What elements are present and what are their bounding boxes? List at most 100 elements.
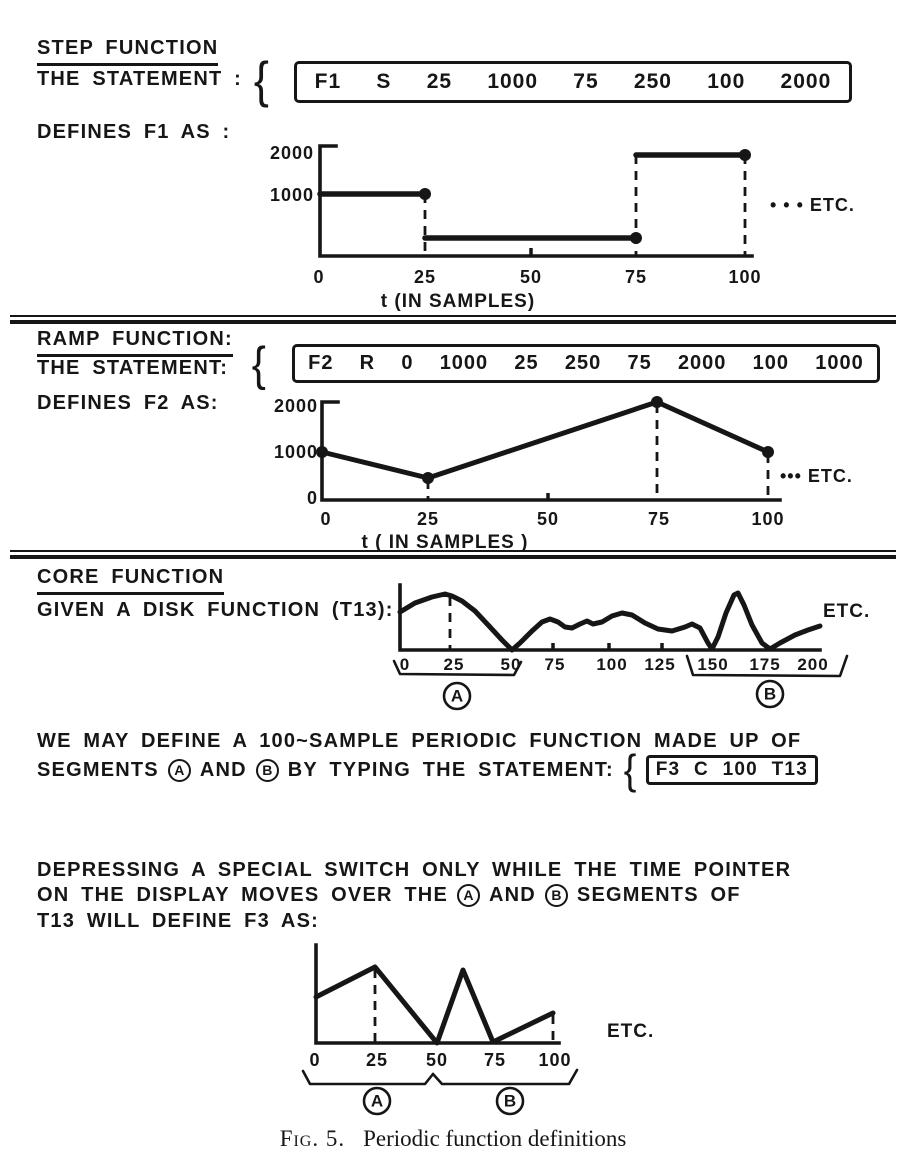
figure-caption: Fig. 5. Periodic function definitions [0, 1126, 906, 1152]
switch-paragraph-line1: DEPRESSING A SPECIAL SWITCH ONLY WHILE T… [37, 859, 792, 881]
statement-token: 2000 [677, 352, 727, 374]
svg-text:t (IN SAMPLES): t (IN SAMPLES) [381, 291, 535, 312]
svg-text:• • • ETC.: • • • ETC. [770, 195, 855, 215]
statement-token: 2000 [780, 70, 832, 93]
svg-text:125: 125 [644, 655, 675, 674]
svg-text:1000: 1000 [274, 442, 318, 462]
define-text: BY TYPING THE STATEMENT: [287, 758, 614, 781]
core-section-title: CORE FUNCTION [37, 566, 225, 595]
ramp-defines-label: DEFINES F2 AS: [37, 392, 219, 414]
svg-text:ETC.: ETC. [823, 601, 870, 622]
svg-text:0: 0 [307, 488, 318, 508]
circled-a-badge: A [167, 758, 191, 782]
svg-text:75: 75 [545, 655, 566, 674]
core-statement-brace: { [623, 746, 637, 793]
ramp-statement-brace: { [251, 337, 266, 390]
switch-text: ON THE DISPLAY MOVES OVER THE [37, 883, 448, 906]
circled-b-badge: B [255, 758, 279, 782]
define-paragraph-line1: WE MAY DEFINE A 100~SAMPLE PERIODIC FUNC… [37, 730, 802, 752]
svg-text:100: 100 [728, 267, 761, 287]
switch-paragraph-line2: ON THE DISPLAY MOVES OVER THE A AND B SE… [37, 881, 741, 909]
svg-text:150: 150 [697, 655, 728, 674]
ramp-section-title: RAMP FUNCTION: [37, 328, 233, 357]
svg-text:25: 25 [417, 509, 439, 529]
ramp-statement-box: F2 R 0 1000 25 250 75 2000 100 1000 [292, 344, 880, 383]
statement-token: 100 [707, 70, 746, 93]
svg-text:25: 25 [366, 1050, 388, 1070]
svg-text:75: 75 [484, 1050, 506, 1070]
svg-text:25: 25 [444, 655, 465, 674]
switch-text: SEGMENTS OF [576, 883, 741, 906]
step-function-plot: 2000 1000 0 25 50 75 100 t (IN SAMPLES) • • • ET… [270, 143, 855, 312]
svg-text:25: 25 [414, 267, 436, 287]
statement-token: 1000 [439, 352, 489, 374]
statement-token: R [359, 352, 376, 374]
circled-a-badge: A [456, 883, 480, 907]
svg-text:75: 75 [648, 509, 670, 529]
ramp-statement-label: THE STATEMENT: [37, 357, 229, 379]
step-statement-brace: { [253, 52, 269, 108]
svg-text:50: 50 [426, 1050, 448, 1070]
svg-text:50: 50 [520, 267, 542, 287]
svg-text:75: 75 [625, 267, 647, 287]
switch-paragraph-line3: T13 WILL DEFINE F3 AS: [37, 910, 319, 932]
core-given-label: GIVEN A DISK FUNCTION (T13): [37, 599, 394, 621]
svg-text:t ( IN SAMPLES ): t ( IN SAMPLES ) [362, 532, 529, 552]
statement-token: 75 [627, 352, 652, 374]
statement-token: 250 [564, 352, 602, 374]
svg-text:175: 175 [749, 655, 780, 674]
statement-token: 1000 [487, 70, 539, 93]
svg-text:A: A [371, 1091, 383, 1110]
statement-token: 0 [401, 352, 414, 374]
svg-text:B: B [504, 1091, 516, 1110]
statement-token: 1000 [815, 352, 864, 374]
f3-function-plot: A B 0 25 50 75 100 ETC. [301, 943, 654, 1116]
statement-token: 25 [426, 70, 453, 93]
section-divider [10, 315, 896, 324]
figure-number: Fig. 5. [279, 1126, 346, 1151]
statement-token: 100 [722, 759, 758, 780]
ramp-function-plot: 2000 1000 00 25 50 75 100 t ( IN SAMPLES ) ••• E… [274, 396, 853, 552]
svg-text:2000: 2000 [274, 396, 318, 416]
svg-text:2000: 2000 [270, 143, 314, 163]
define-text: AND [199, 758, 247, 781]
statement-token: F3 [655, 759, 681, 780]
step-section-title: STEP FUNCTION [37, 37, 219, 66]
svg-text:A: A [451, 686, 463, 705]
svg-text:50: 50 [501, 655, 522, 674]
svg-text:••• ETC.: ••• ETC. [780, 466, 853, 486]
svg-text:100: 100 [751, 509, 784, 529]
step-statement-box: F1 S 25 1000 75 250 100 2000 [294, 61, 852, 103]
svg-text:1000: 1000 [270, 185, 314, 205]
section-divider [10, 550, 896, 559]
define-paragraph-line2: SEGMENTS A AND B BY TYPING THE STATEMENT… [37, 749, 818, 791]
statement-token: S [376, 70, 392, 93]
statement-token: C [693, 759, 709, 780]
svg-text:0: 0 [400, 655, 410, 674]
svg-text:ETC.: ETC. [607, 1021, 654, 1042]
step-defines-label: DEFINES F1 AS : [37, 121, 231, 143]
core-statement-box: F3 C 100 T13 [645, 755, 818, 785]
svg-text:0: 0 [313, 267, 324, 287]
svg-text:0: 0 [320, 509, 331, 529]
switch-text: AND [488, 883, 536, 906]
svg-text:0: 0 [309, 1050, 320, 1070]
statement-token: 75 [573, 70, 599, 93]
define-text: SEGMENTS [37, 758, 159, 781]
circled-b-badge: B [544, 883, 568, 907]
svg-text:100: 100 [538, 1050, 571, 1070]
svg-text:B: B [764, 684, 776, 703]
statement-token: 100 [752, 352, 790, 374]
step-statement-label: THE STATEMENT : [37, 68, 243, 90]
statement-token: 25 [514, 352, 539, 374]
svg-text:50: 50 [537, 509, 559, 529]
svg-text:200: 200 [797, 655, 828, 674]
disk-function-plot: A B 0 25 50 75 100 125 150 175 200 ETC. [392, 583, 870, 711]
figure-caption-text: Periodic function definitions [363, 1126, 627, 1151]
statement-token: F2 [308, 352, 334, 374]
svg-text:100: 100 [596, 655, 627, 674]
statement-token: F1 [314, 70, 342, 93]
statement-token: 250 [633, 70, 672, 93]
statement-token: T13 [771, 759, 808, 780]
